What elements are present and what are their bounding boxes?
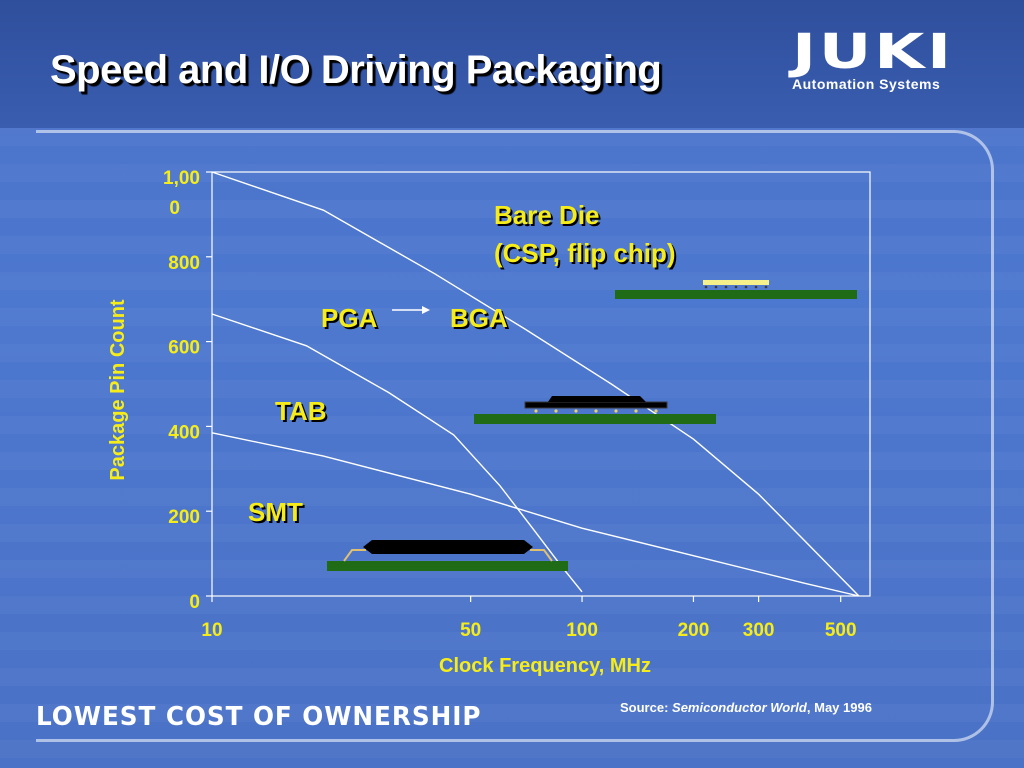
smt-board	[327, 561, 568, 571]
plot-frame	[211, 171, 871, 597]
region-label: BGA	[450, 303, 508, 333]
y-tick-label: 0	[169, 198, 180, 219]
series-line-2	[211, 313, 583, 593]
source-date: May 1996	[814, 700, 872, 715]
baredie-board	[615, 290, 857, 299]
content-frame	[36, 130, 994, 742]
region-label-shadow: SMT	[250, 499, 305, 529]
logo-tagline: Automation Systems	[792, 76, 941, 92]
header-band	[0, 0, 1024, 128]
tab-solder-ball	[654, 409, 658, 413]
tab-solder-ball	[634, 409, 638, 413]
region-label-shadow: BGA	[452, 305, 510, 335]
tab-substrate	[524, 401, 668, 409]
plot-layer	[206, 171, 871, 602]
x-tick-label: 100	[566, 620, 598, 641]
tab-die	[548, 396, 646, 402]
source-note: Source: Semiconductor World, May 1996	[620, 700, 872, 715]
footer-tagline: LOWEST COST OF OWNERSHIP	[36, 702, 482, 732]
y-tick-label: 1,00	[163, 168, 200, 189]
smt-lead	[530, 549, 553, 562]
baredie-bump	[764, 285, 768, 289]
region-label-shadow: TAB	[277, 398, 329, 428]
region-label: PGA	[321, 303, 378, 333]
region-label: (CSP, flip chip)	[494, 238, 676, 268]
baredie-bump	[754, 285, 758, 289]
tab-solder-ball	[614, 409, 618, 413]
x-tick-label: 500	[825, 620, 857, 641]
smt-package	[363, 540, 533, 554]
series-line-3	[211, 432, 860, 597]
baredie-bump	[734, 285, 738, 289]
y-axis-title: Package Pin Count	[107, 299, 129, 480]
baredie-bump	[744, 285, 748, 289]
logo-wordmark: JUKI	[792, 24, 954, 80]
tab-solder-ball	[554, 409, 558, 413]
baredie-bump	[724, 285, 728, 289]
y-tick-label: 200	[168, 507, 200, 528]
tab-solder-ball	[594, 409, 598, 413]
region-label: TAB	[275, 396, 327, 426]
background-stripes	[0, 128, 1024, 768]
x-tick-label: 50	[460, 620, 481, 641]
tab-board	[474, 414, 716, 424]
juki-logo: JUKI Automation Systems	[792, 24, 992, 92]
y-tick-label: 600	[168, 338, 200, 359]
x-tick-label: 10	[201, 620, 222, 641]
tab-solder-ball	[534, 409, 538, 413]
baredie-bump	[704, 285, 708, 289]
series-line-1	[211, 171, 860, 597]
region-label-shadow: (CSP, flip chip)	[496, 240, 678, 270]
source-prefix: Source:	[620, 700, 669, 715]
x-tick-label: 200	[678, 620, 710, 641]
y-tick-label: 800	[168, 253, 200, 274]
pga-bga-arrowhead	[422, 306, 430, 314]
y-tick-label: 0	[189, 592, 200, 613]
baredie-bump	[714, 285, 718, 289]
smt-lead	[343, 549, 366, 562]
region-label-shadow: Bare Die	[496, 202, 602, 232]
region-label: Bare Die	[494, 200, 600, 230]
tab-solder-ball	[574, 409, 578, 413]
slide-title: Speed and I/O Driving Packaging	[50, 48, 662, 92]
y-tick-label: 400	[168, 422, 200, 443]
x-tick-label: 300	[743, 620, 775, 641]
source-comma: ,	[806, 700, 811, 715]
x-axis-title: Clock Frequency, MHz	[439, 655, 651, 677]
source-publication: Semiconductor World	[672, 700, 807, 715]
region-label-shadow: PGA	[323, 305, 380, 335]
region-label: SMT	[248, 497, 303, 527]
baredie-chip	[703, 280, 769, 285]
